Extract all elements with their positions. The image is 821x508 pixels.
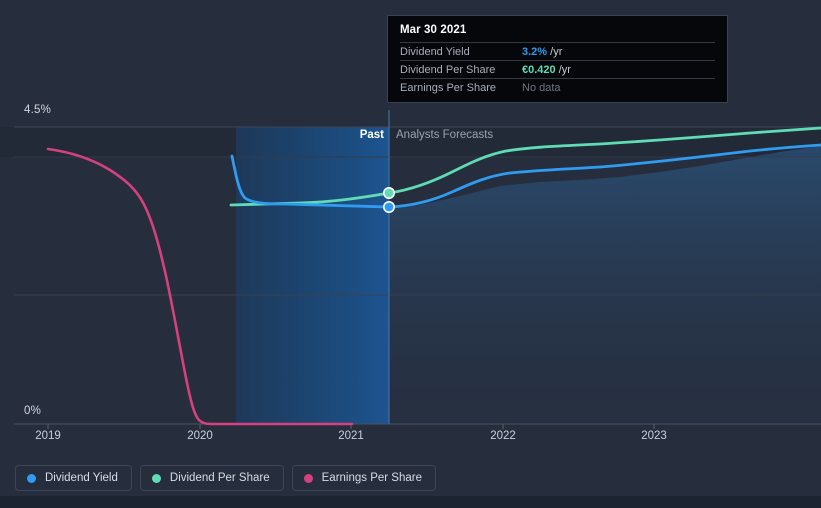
series-line-earnings-per-share xyxy=(46,147,354,426)
past-period-label: Past xyxy=(359,129,384,141)
tooltip-key-dividend-yield: Dividend Yield xyxy=(400,45,470,58)
legend-label-earnings-per-share: Earnings Per Share xyxy=(321,472,422,484)
legend-label-dividend-per-share: Dividend Per Share xyxy=(169,472,270,484)
tooltip-key-earnings-per-share: Earnings Per Share xyxy=(400,81,496,94)
bottom-strip xyxy=(0,496,821,508)
tooltip-unit-dividend-per-share: /yr xyxy=(555,63,571,76)
chart-plot-area[interactable]: 4.5% 0% Past Analysts Forecasts 2019 202… xyxy=(0,0,821,455)
y-axis-label-zero: 0% xyxy=(24,405,42,417)
tooltip-number-dividend-yield: 3.2% xyxy=(522,45,548,58)
x-axis-labels: 2019 2020 2021 2022 2023 xyxy=(0,430,821,450)
past-period-band xyxy=(236,127,389,424)
tooltip-unit-dividend-yield: /yr xyxy=(547,45,563,58)
tooltip-row-earnings-per-share: Earnings Per Share No data xyxy=(400,78,715,96)
chart-tooltip: Mar 30 2021 Dividend Yield 3.2% /yr Divi… xyxy=(387,15,728,103)
tooltip-value-dividend-per-share: €0.420 /yr xyxy=(522,64,571,76)
x-axis-label-2021: 2021 xyxy=(338,430,364,442)
tooltip-row-dividend-yield: Dividend Yield 3.2% /yr xyxy=(400,42,715,60)
chart-legend: Dividend Yield Dividend Per Share Earnin… xyxy=(15,465,436,491)
tooltip-value-dividend-yield: 3.2% /yr xyxy=(522,46,562,58)
legend-dot-icon-earnings-per-share xyxy=(303,473,313,483)
forecast-area-fill xyxy=(389,146,821,424)
x-axis-label-2019: 2019 xyxy=(35,430,61,442)
y-axis-label-max: 4.5% xyxy=(24,104,52,116)
x-axis-label-2023: 2023 xyxy=(641,430,667,442)
series-line-dividend-yield xyxy=(230,143,821,209)
data-point-marker-dividend-yield[interactable] xyxy=(382,201,395,214)
period-header-band xyxy=(0,127,821,157)
legend-item-earnings-per-share[interactable]: Earnings Per Share xyxy=(291,465,436,491)
tooltip-key-dividend-per-share: Dividend Per Share xyxy=(400,63,496,76)
tooltip-date: Mar 30 2021 xyxy=(400,24,467,36)
tooltip-value-earnings-per-share: No data xyxy=(522,81,561,94)
legend-dot-icon-dividend-yield xyxy=(27,473,36,483)
legend-dot-icon-dividend-per-share xyxy=(151,473,161,483)
tooltip-row-dividend-per-share: Dividend Per Share €0.420 /yr xyxy=(400,60,715,78)
legend-item-dividend-yield[interactable]: Dividend Yield xyxy=(15,465,132,491)
x-axis-label-2020: 2020 xyxy=(187,430,213,442)
data-point-marker-dividend-per-share[interactable] xyxy=(382,187,395,200)
tooltip-number-dividend-per-share: €0.420 xyxy=(522,63,556,76)
legend-label-dividend-yield: Dividend Yield xyxy=(45,472,118,484)
legend-item-dividend-per-share[interactable]: Dividend Per Share xyxy=(139,465,284,491)
x-axis-label-2022: 2022 xyxy=(490,430,516,442)
forecast-period-label: Analysts Forecasts xyxy=(396,129,494,141)
